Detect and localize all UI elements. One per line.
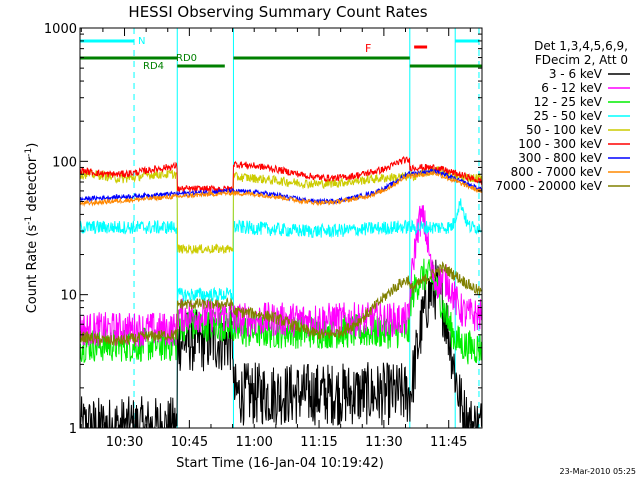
- legend-label-4: 25 - 50 keV: [534, 109, 603, 123]
- chart-title: HESSI Observing Summary Count Rates: [128, 3, 427, 21]
- legend-label-5: 50 - 100 keV: [526, 123, 603, 137]
- plot-frame: [79, 27, 483, 429]
- legend-header-2: FDecim 2, Att 0: [535, 53, 628, 67]
- legend-label-2: 6 - 12 keV: [541, 81, 603, 95]
- series-line-1: [80, 259, 482, 428]
- series-line-6: [80, 155, 482, 194]
- y-axis-label: Count Rate (s-1 detector-1): [24, 143, 40, 314]
- x-tick-label: 11:00: [235, 435, 272, 450]
- legend-label-9: 7000 - 20000 keV: [495, 179, 602, 193]
- y-axis-label-sup1: -1: [24, 216, 34, 225]
- x-axis-label: Start Time (16-Jan-04 10:19:42): [176, 456, 384, 471]
- timestamp: 23-Mar-2010 05:25: [560, 467, 637, 476]
- legend-header-1: Det 1,3,4,5,6,9,: [534, 39, 628, 53]
- series-line-4: [80, 198, 482, 302]
- annotations: N F RD0 RD4: [138, 36, 371, 72]
- x-tick-label: 11:45: [430, 435, 467, 450]
- y-axis-label-main: Count Rate (s: [25, 225, 40, 314]
- legend: Det 1,3,4,5,6,9, FDecim 2, Att 0 3 - 6 k…: [495, 39, 630, 193]
- x-tick-label: 10:30: [106, 435, 143, 450]
- series-line-8: [80, 170, 482, 208]
- y-tick-label: 1000: [44, 22, 77, 37]
- series-line-2: [80, 205, 482, 347]
- axes-layer: 1 10 100 1000 10:30 10:45 11:00 11:15 11:30 11:45: [44, 22, 482, 450]
- annotation-rd0: RD0: [176, 53, 197, 64]
- x-tick-label: 11:30: [365, 435, 402, 450]
- x-tick-label: 11:15: [300, 435, 337, 450]
- legend-label-7: 300 - 800 keV: [518, 151, 602, 165]
- legend-label-8: 800 - 7000 keV: [511, 165, 603, 179]
- legend-label-1: 3 - 6 keV: [549, 67, 603, 81]
- y-axis-label-mid: detector: [25, 156, 40, 216]
- series-layer: [80, 155, 482, 428]
- legend-label-6: 100 - 300 keV: [518, 137, 602, 151]
- legend-label-3: 12 - 25 keV: [534, 95, 603, 109]
- y-tick-label: 1: [69, 422, 77, 437]
- y-tick-label: 10: [60, 289, 77, 304]
- y-axis-label-end: ): [25, 143, 40, 148]
- annotation-f: F: [365, 42, 371, 55]
- series-line-9: [80, 260, 482, 346]
- y-tick-label: 100: [52, 155, 77, 170]
- x-tick-label: 10:45: [171, 435, 208, 450]
- y-axis-label-sup2: -1: [24, 148, 34, 157]
- annotation-rd4: RD4: [143, 61, 164, 72]
- annotation-n: N: [138, 36, 145, 47]
